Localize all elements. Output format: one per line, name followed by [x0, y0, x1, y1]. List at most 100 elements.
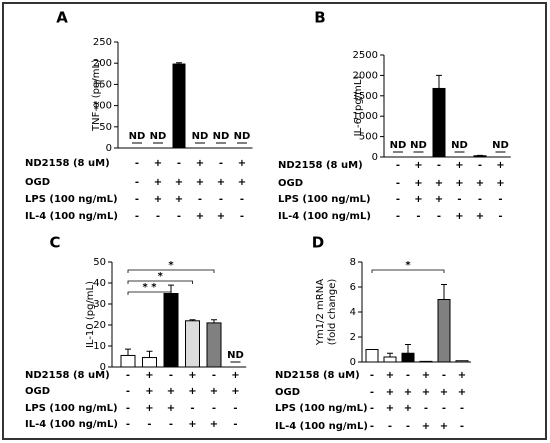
- condition-sign: +: [422, 421, 430, 432]
- condition-sign: -: [169, 419, 173, 430]
- condition-sign: +: [414, 160, 422, 171]
- panel-letter: C: [49, 234, 60, 252]
- condition-sign: -: [126, 370, 130, 381]
- condition-sign: -: [460, 403, 464, 414]
- y-axis-label: Ym1/2 mRNA: [315, 279, 326, 346]
- y-tick-label: 2: [350, 332, 356, 343]
- condition-sign: -: [498, 211, 502, 222]
- y-tick-label: 200: [93, 58, 112, 69]
- y-tick-label: 0: [350, 357, 356, 368]
- condition-sign: +: [422, 387, 430, 398]
- y-axis-label: TNF-α (pg/mL): [91, 59, 102, 132]
- error-bar: [436, 74, 442, 89]
- condition-sign: +: [196, 158, 204, 169]
- condition-sign: +: [414, 178, 422, 189]
- condition-sign: +: [175, 177, 183, 188]
- bar: [365, 349, 379, 363]
- significance-label: * *: [143, 282, 158, 293]
- condition-sign: +: [435, 178, 443, 189]
- condition-sign: +: [154, 177, 162, 188]
- condition-sign: -: [126, 419, 130, 430]
- y-tick-label: 2500: [353, 50, 378, 61]
- condition-sign: -: [442, 403, 446, 414]
- condition-sign: -: [478, 194, 482, 205]
- bar: [473, 155, 487, 158]
- condition-sign: +: [458, 387, 466, 398]
- panel-letter: A: [56, 9, 68, 27]
- condition-label: ND2158 (8 uM): [25, 370, 110, 381]
- panel-letter: D: [312, 234, 324, 252]
- condition-sign: +: [145, 370, 153, 381]
- bar: [432, 87, 446, 158]
- condition-sign: +: [154, 194, 162, 205]
- condition-sign: -: [240, 194, 244, 205]
- condition-sign: +: [440, 387, 448, 398]
- condition-sign: -: [126, 403, 130, 414]
- condition-sign: +: [145, 403, 153, 414]
- condition-sign: -: [135, 158, 139, 169]
- condition-label: IL-4 (100 ng/mL): [278, 211, 371, 222]
- condition-sign: +: [231, 386, 239, 397]
- condition-sign: +: [386, 403, 394, 414]
- error-bar: [146, 350, 153, 358]
- bar: [437, 299, 451, 363]
- condition-label: LPS (100 ng/mL): [278, 194, 371, 205]
- condition-sign: +: [422, 370, 430, 381]
- condition-sign: -: [147, 419, 151, 430]
- condition-label: LPS (100 ng/mL): [25, 403, 118, 414]
- condition-sign: +: [455, 178, 463, 189]
- condition-sign: -: [240, 211, 244, 222]
- bar: [383, 356, 397, 363]
- condition-label: IL-4 (100 ng/mL): [25, 419, 118, 430]
- condition-sign: +: [476, 211, 484, 222]
- condition-sign: +: [167, 386, 175, 397]
- condition-sign: +: [414, 194, 422, 205]
- error-bar: [125, 348, 131, 356]
- significance-bracket: [127, 291, 172, 295]
- condition-sign: +: [188, 386, 196, 397]
- significance-label: *: [158, 271, 164, 282]
- significance-bracket: [371, 269, 445, 273]
- condition-label: ND2158 (8 uM): [275, 370, 360, 381]
- condition-sign: +: [196, 211, 204, 222]
- condition-sign: -: [177, 158, 181, 169]
- y-tick-label: 0: [106, 143, 112, 154]
- bar: [142, 357, 157, 368]
- condition-sign: -: [169, 370, 173, 381]
- value-label: ND: [451, 140, 468, 151]
- condition-sign: +: [231, 370, 239, 381]
- y-tick-label: 6: [350, 282, 356, 293]
- y-tick-label: 50: [99, 122, 112, 133]
- condition-sign: -: [396, 194, 400, 205]
- value-label: ND: [227, 350, 244, 361]
- condition-sign: -: [135, 211, 139, 222]
- condition-sign: +: [476, 178, 484, 189]
- y-axis-label: IL-10 (pg/mL): [85, 281, 96, 348]
- condition-sign: -: [370, 387, 374, 398]
- y-tick-label: 20: [93, 320, 106, 331]
- value-label: ND: [213, 131, 230, 142]
- significance-label: *: [405, 260, 411, 271]
- significance-bracket: [127, 269, 215, 273]
- condition-sign: +: [440, 421, 448, 432]
- y-tick-label: 500: [359, 132, 378, 143]
- value-label: ND: [492, 140, 509, 151]
- condition-sign: -: [370, 370, 374, 381]
- condition-sign: +: [238, 177, 246, 188]
- y-axis-label: IL-6 (pg/mL): [353, 76, 364, 137]
- condition-sign: +: [175, 194, 183, 205]
- condition-sign: -: [396, 211, 400, 222]
- y-tick-label: 30: [93, 299, 106, 310]
- bar: [185, 320, 200, 368]
- condition-sign: +: [496, 178, 504, 189]
- condition-sign: -: [135, 177, 139, 188]
- y-tick-label: 150: [93, 79, 112, 90]
- condition-sign: -: [406, 370, 410, 381]
- condition-sign: -: [396, 160, 400, 171]
- error-bar: [211, 319, 217, 323]
- frame: [2, 2, 547, 440]
- condition-sign: +: [455, 160, 463, 171]
- condition-sign: -: [219, 158, 223, 169]
